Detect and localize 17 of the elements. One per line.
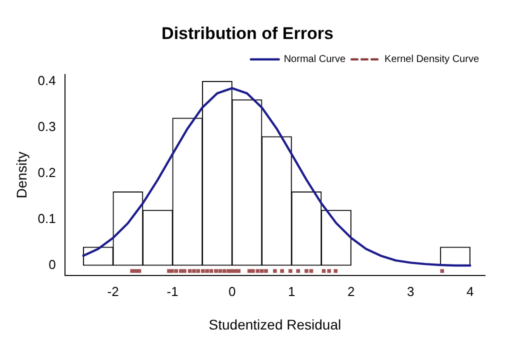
x-tick-label: 1 xyxy=(288,284,296,299)
x-tick-label: 4 xyxy=(466,284,474,299)
legend-label: Kernel Density Curve xyxy=(384,54,480,66)
y-tick-label: 0 xyxy=(48,257,56,272)
x-tick-label: 2 xyxy=(347,284,355,299)
y-tick-label: 0.1 xyxy=(38,211,56,226)
x-tick-label: -1 xyxy=(166,284,178,299)
legend-label: Normal Curve xyxy=(284,54,346,66)
x-axis-title: Studentized Residual xyxy=(208,316,342,332)
x-tick-label: 0 xyxy=(228,284,236,299)
x-tick-label: -2 xyxy=(107,284,119,299)
y-tick-label: 0.3 xyxy=(38,118,56,134)
y-tick-label: 0.4 xyxy=(38,72,56,88)
x-tick-label: 3 xyxy=(406,284,414,299)
chart-title: Distribution of Errors xyxy=(162,24,334,43)
y-axis-title: Density xyxy=(13,152,30,198)
y-tick-label: 0.2 xyxy=(38,164,56,180)
